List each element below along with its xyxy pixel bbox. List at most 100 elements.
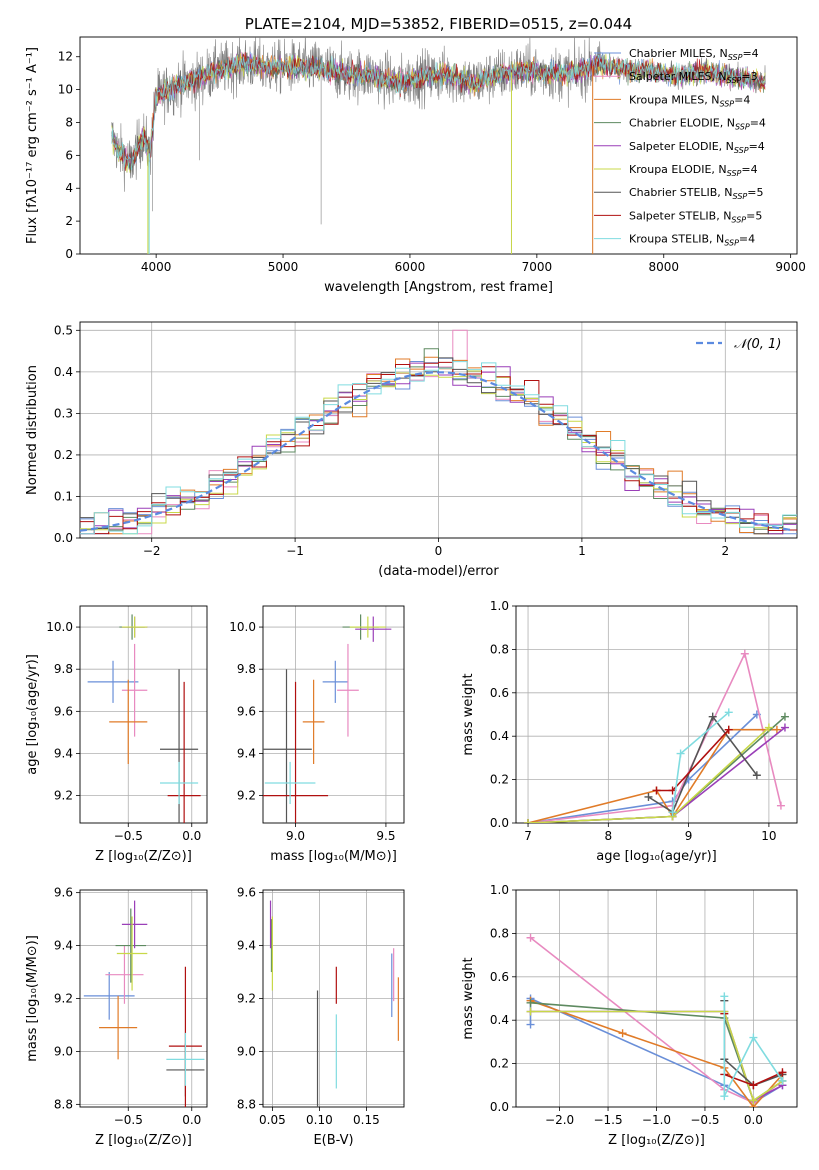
x-tick-label: 0.15 — [353, 1113, 380, 1127]
weight-line — [530, 1010, 783, 1102]
weight-line — [527, 726, 786, 823]
weight-marker — [720, 1092, 729, 1101]
y-tick-label: 0.4 — [490, 729, 509, 743]
weight-marker — [749, 1033, 758, 1042]
y-axis-label: age [log₁₀(age/yr)] — [25, 654, 40, 775]
weight-series-kroupa_stelib — [668, 708, 733, 817]
x-tick-label: 0.10 — [306, 1113, 333, 1127]
y-tick-label: 0.0 — [490, 1100, 509, 1114]
y-tick-label: 9.6 — [237, 886, 256, 900]
weight-marker — [652, 786, 661, 795]
mass_vs_ebv-plot-area — [269, 900, 399, 1107]
y-tick-label: 4 — [65, 181, 73, 195]
y-tick-label: 0.8 — [490, 642, 509, 656]
errorbar-point-kroupa_miles — [302, 679, 325, 765]
weight-marker — [668, 808, 677, 817]
normal-reference-curve — [80, 371, 795, 532]
y-tick-label: 9.0 — [237, 1044, 256, 1058]
x-tick-label: −1.0 — [642, 1113, 671, 1127]
x-tick-label: 8000 — [648, 260, 679, 274]
residuals-plot-area — [80, 329, 797, 535]
x-tick-label: 0.0 — [182, 829, 201, 843]
legend-entry-subscript: SSP — [728, 53, 743, 62]
weight-marker — [708, 712, 717, 721]
mass_vs_ebv-frame — [262, 889, 405, 1108]
y-tick-label: 0.2 — [490, 773, 509, 787]
y-tick-label: 8.8 — [54, 1097, 73, 1111]
weight-marker — [772, 725, 781, 734]
x-tick-label: 0.0 — [182, 1113, 201, 1127]
x-tick-label: 4000 — [141, 260, 172, 274]
weight-marker — [749, 1096, 758, 1105]
y-tick-label: 0.0 — [490, 816, 509, 830]
errorbar-point-kroupa_miles — [109, 679, 148, 765]
y-tick-label: 0.4 — [490, 1013, 509, 1027]
legend-entry-chabrier_miles: Chabrier MILES, NSSP=4 — [629, 47, 759, 62]
model-spectrum-kroupa_stelib — [111, 54, 766, 171]
x-tick-label: 9.5 — [376, 829, 395, 843]
legend-entry-name: Salpeter MILES, N — [629, 70, 727, 83]
x-tick-label: 6000 — [395, 260, 426, 274]
y-tick-label: 9.2 — [54, 992, 73, 1006]
errorbar-point-kroupa_elodie — [121, 616, 148, 638]
y-tick-label: 0.3 — [54, 406, 73, 420]
y-tick-label: 0 — [65, 247, 73, 261]
y-tick-label: 8.8 — [237, 1097, 256, 1111]
x-tick-label: −1 — [286, 544, 304, 558]
x-axis-label: wavelength [Angstrom, rest frame] — [324, 280, 553, 295]
mass_vs_z-plot-area — [83, 900, 205, 1107]
x-tick-label: −2 — [143, 544, 161, 558]
x-axis-label: (data-model)/error — [378, 564, 499, 579]
legend-entry-name: Chabrier STELIB, N — [629, 186, 733, 199]
y-tick-label: 1.0 — [490, 599, 509, 613]
legend-entry-count: =4 — [739, 233, 755, 246]
x-tick-label: 9 — [685, 829, 693, 843]
residuals-axes: −2 −1 0 1 2 0.0 0.1 0.2 0.3 0.4 0.5 (data-model)/er… — [25, 321, 798, 579]
errorbar-point-chabrier_miles — [87, 660, 139, 703]
y-tick-label: 9.4 — [237, 746, 256, 760]
weight-marker — [776, 801, 785, 810]
y-tick-label: 0.2 — [54, 448, 73, 462]
errorbar-point-kroupa_stelib — [160, 761, 199, 805]
legend-entry-name: Kroupa STELIB, N — [629, 233, 724, 246]
legend-entry-salpeter_stelib: Salpeter STELIB, NSSP=5 — [629, 209, 762, 224]
y-axis-label: mass weight — [461, 673, 476, 755]
mass_vs_ebv-grid — [263, 890, 404, 1107]
y-axis-label: Normed distribution — [25, 365, 40, 495]
x-tick-label: 2 — [721, 544, 729, 558]
legend-entry-name: Kroupa ELODIE, N — [629, 163, 727, 176]
legend-entry-name: Kroupa MILES, N — [629, 93, 719, 106]
chart-title: PLATE=2104, MJD=53852, FIBERID=0515, z=0… — [245, 15, 632, 33]
x-tick-label: 8 — [605, 829, 613, 843]
y-tick-label: 9.6 — [54, 704, 73, 718]
y-tick-label: 9.4 — [237, 939, 256, 953]
age_vs_z-grid — [80, 606, 207, 823]
y-tick-label: 9.4 — [54, 746, 73, 760]
x-axis-label: mass [log₁₀(M/M⊙)] — [270, 849, 397, 864]
mass_vs_ebv-axes: 0.05 0.10 0.15 8.8 9.0 9.2 9.4 9.6 E(B-V) — [237, 886, 405, 1148]
weight-marker — [780, 712, 789, 721]
legend-entry-name: Chabrier ELODIE, N — [629, 117, 735, 130]
legend-entry-count: =5 — [746, 209, 762, 222]
histogram-kroupa_stelib — [80, 361, 797, 535]
weight-series-salpeter_elodie — [524, 723, 789, 823]
legend-entry-count: =4 — [741, 163, 757, 176]
x-tick-label: 0.05 — [259, 1113, 286, 1127]
errorbar-point-kroupa_miles — [99, 995, 138, 1060]
y-tick-label: 9.0 — [54, 1044, 73, 1058]
y-tick-label: 10.0 — [46, 620, 73, 634]
x-tick-label: 1 — [578, 544, 586, 558]
histogram-kroupa_elodie — [80, 370, 797, 535]
weight-marker — [752, 771, 761, 780]
residuals-frame — [79, 321, 798, 539]
mass_vs_z-frame — [79, 889, 208, 1108]
weight-marker — [676, 749, 685, 758]
legend-entry-subscript: SSP — [734, 146, 749, 155]
x-tick-label: 7 — [524, 829, 532, 843]
y-tick-label: 0.6 — [490, 686, 509, 700]
errorbar-point-chabrier_stelib — [160, 669, 199, 823]
legend-entry-subscript: SSP — [735, 123, 750, 132]
legend-entry-normal: 𝒩(0, 1) — [734, 337, 781, 352]
age_vs_mass-grid — [263, 606, 404, 823]
